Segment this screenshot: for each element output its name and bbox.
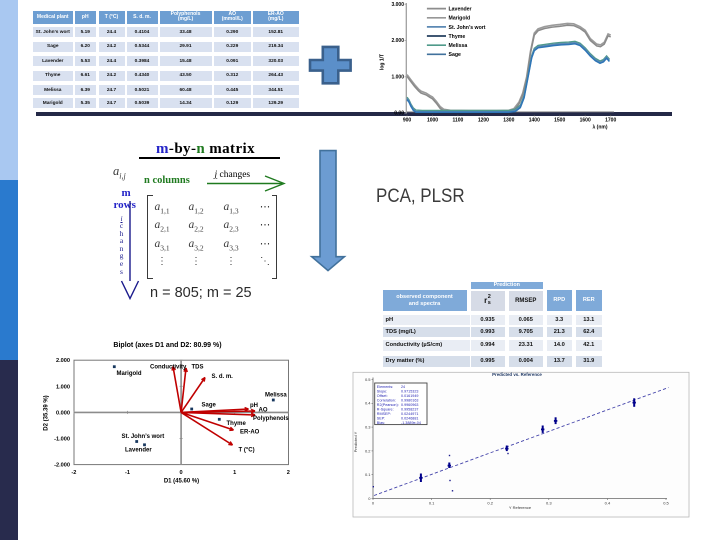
svg-text:24: 24 — [401, 385, 405, 389]
svg-text:0.9960963: 0.9960963 — [401, 403, 418, 407]
svg-text:SEP:: SEP: — [377, 416, 385, 420]
svg-text:2.000: 2.000 — [56, 358, 70, 364]
svg-text:0.4: 0.4 — [605, 500, 611, 505]
svg-text:Polyphenols: Polyphenols — [253, 416, 289, 422]
svg-text:λ (nm): λ (nm) — [593, 125, 608, 131]
svg-text:0: 0 — [180, 470, 183, 476]
svg-text:Conductivity: Conductivity — [150, 364, 187, 370]
svg-text:0.1: 0.1 — [365, 472, 371, 477]
svg-text:0.1: 0.1 — [429, 500, 435, 505]
svg-text:0: 0 — [372, 500, 375, 505]
svg-text:Bias:: Bias: — [377, 421, 385, 425]
svg-text:0.000: 0.000 — [56, 410, 70, 416]
svg-text:0: 0 — [368, 496, 371, 501]
svg-text:Melissa: Melissa — [449, 43, 468, 49]
svg-text:1.000: 1.000 — [56, 384, 70, 390]
svg-text:pH: pH — [250, 403, 258, 409]
svg-text:Thyme: Thyme — [227, 421, 247, 427]
svg-text:0.5: 0.5 — [365, 377, 371, 382]
svg-text:Predicted vs. Reference: Predicted vs. Reference — [492, 372, 542, 377]
svg-text:900: 900 — [403, 117, 412, 123]
svg-text:Predicted Y: Predicted Y — [353, 431, 358, 452]
svg-text:0.9980163: 0.9980163 — [401, 398, 418, 402]
svg-text:0.5: 0.5 — [663, 500, 669, 505]
svg-text:Y Reference: Y Reference — [509, 505, 532, 510]
svg-text:Elements:: Elements: — [377, 385, 393, 389]
svg-text:Thyme: Thyme — [449, 34, 466, 40]
svg-text:Offset:: Offset: — [377, 394, 388, 398]
svg-text:1.000: 1.000 — [391, 75, 404, 81]
svg-text:0.2: 0.2 — [487, 500, 493, 505]
svg-text:St. John’s wort: St. John’s wort — [449, 25, 486, 31]
svg-text:-2: -2 — [71, 470, 76, 476]
svg-text:1100: 1100 — [452, 117, 463, 123]
svg-text:Sage: Sage — [449, 52, 462, 58]
svg-text:Sage: Sage — [202, 403, 217, 409]
svg-text:Biplot (axes D1 and D2: 80.99: Biplot (axes D1 and D2: 80.99 %) — [113, 342, 221, 349]
svg-text:Lavender: Lavender — [449, 7, 472, 13]
svg-text:R2(Pearson):: R2(Pearson): — [377, 403, 399, 407]
svg-text:log 1/T: log 1/T — [380, 54, 386, 70]
svg-text:-1.3889e-04: -1.3889e-04 — [401, 421, 421, 425]
svg-text:0.4: 0.4 — [365, 401, 371, 406]
svg-text:TDS: TDS — [192, 365, 204, 371]
svg-text:1200: 1200 — [478, 117, 489, 123]
svg-text:T (°C): T (°C) — [239, 448, 255, 454]
svg-text:AO: AO — [259, 408, 268, 414]
svg-text:0.0246881: 0.0246881 — [401, 416, 418, 420]
svg-text:0.9715323: 0.9715323 — [401, 389, 418, 393]
svg-text:1300: 1300 — [503, 117, 514, 123]
svg-text:-2.000: -2.000 — [54, 463, 70, 469]
svg-text:Marigold: Marigold — [117, 371, 142, 377]
svg-text:Slope:: Slope: — [377, 389, 387, 393]
svg-text:1: 1 — [233, 470, 236, 476]
svg-text:0.3: 0.3 — [365, 425, 371, 430]
svg-text:1400: 1400 — [529, 117, 540, 123]
svg-text:0.9958237: 0.9958237 — [401, 407, 418, 411]
svg-text:0.2: 0.2 — [365, 448, 371, 453]
svg-text:RMSEP:: RMSEP: — [377, 412, 391, 416]
svg-text:0.0161949: 0.0161949 — [401, 394, 418, 398]
svg-text:R-Square:: R-Square: — [377, 407, 394, 411]
svg-text:St. John’s wort: St. John’s wort — [122, 434, 165, 440]
svg-text:-1: -1 — [125, 470, 130, 476]
svg-text:0.3: 0.3 — [546, 500, 552, 505]
svg-text:2.000: 2.000 — [391, 38, 404, 44]
svg-text:Lavender: Lavender — [125, 448, 152, 454]
svg-text:Marigold: Marigold — [449, 16, 471, 22]
svg-text:D1 (45.60 %): D1 (45.60 %) — [164, 479, 199, 485]
svg-text:-1.000: -1.000 — [54, 437, 70, 443]
svg-text:Melissa: Melissa — [265, 393, 287, 399]
svg-text:0.0244971: 0.0244971 — [401, 412, 418, 416]
svg-text:1600: 1600 — [580, 117, 591, 123]
svg-text:1000: 1000 — [427, 117, 438, 123]
svg-text:1700: 1700 — [605, 117, 616, 123]
svg-text:ER-AO: ER-AO — [240, 430, 260, 436]
svg-text:2: 2 — [287, 470, 290, 476]
svg-text:D2 (35.39 %): D2 (35.39 %) — [44, 395, 50, 430]
svg-text:Correlation:: Correlation: — [377, 398, 396, 402]
svg-text:3.000: 3.000 — [391, 2, 404, 8]
svg-text:S. d. m.: S. d. m. — [212, 374, 234, 380]
svg-text:0.00: 0.00 — [394, 111, 404, 117]
svg-text:1500: 1500 — [554, 117, 565, 123]
